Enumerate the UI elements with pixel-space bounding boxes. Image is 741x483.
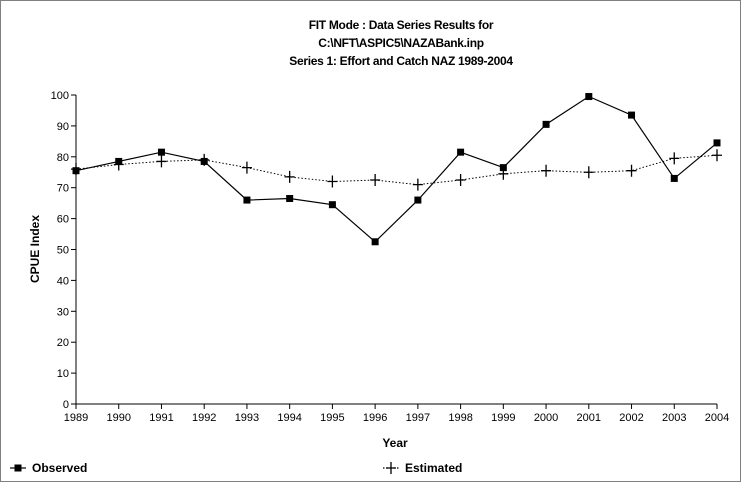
observed-point (371, 238, 379, 246)
estimated-point (455, 173, 466, 186)
estimated-point (199, 153, 210, 166)
observed-point (457, 148, 465, 156)
observed-point (414, 196, 422, 204)
observed-point (713, 139, 721, 147)
y-tick-label: 20 (57, 337, 69, 349)
estimated-point (327, 175, 338, 188)
x-tick-label: 2002 (619, 412, 643, 424)
y-axis-title: CPUE Index (28, 215, 42, 283)
x-axis-title: Year (382, 436, 408, 450)
x-tick-label: 1994 (277, 412, 301, 424)
x-tick-label: 2001 (577, 412, 601, 424)
x-tick-label: 2000 (534, 412, 558, 424)
y-tick-label: 10 (57, 368, 69, 380)
x-tick-label: 1998 (448, 412, 472, 424)
observed-point (157, 148, 165, 156)
x-tick-label: 1996 (363, 412, 387, 424)
observed-point (328, 201, 336, 209)
estimated-point (712, 149, 722, 162)
x-tick-label: 2003 (662, 412, 686, 424)
x-tick-label: 1997 (406, 412, 430, 424)
observed-point (670, 174, 678, 182)
x-tick-label: 1991 (149, 412, 173, 424)
y-tick-label: 50 (57, 245, 69, 257)
x-tick-label: 1995 (320, 412, 344, 424)
estimated-point (370, 173, 381, 186)
y-tick-label: 60 (57, 214, 69, 226)
plot-area: 0 10 20 30 40 50 60 70 80 90 100 1989 1990 1991 1992 19… (51, 90, 730, 424)
legend-observed-label: Observed (32, 461, 87, 475)
estimated-point (583, 166, 594, 179)
estimated-point (113, 158, 124, 171)
y-tick-label: 30 (57, 306, 69, 318)
legend-estimated-label: Estimated (405, 461, 462, 475)
estimated-point (412, 178, 423, 191)
estimated-series-line (75, 154, 718, 186)
estimated-point (284, 170, 295, 183)
legend-observed-marker (14, 464, 22, 472)
legend-estimated-marker (386, 462, 396, 474)
observed-point (628, 111, 636, 119)
observed-point (286, 195, 294, 203)
x-tick-label: 1999 (491, 412, 515, 424)
chart-title-line-1: FIT Mode : Data Series Results for (309, 18, 494, 32)
observed-point (585, 93, 593, 101)
observed-point (542, 120, 550, 128)
observed-point (499, 164, 507, 172)
estimated-point (626, 164, 637, 177)
estimated-point (71, 163, 81, 176)
y-tick-label: 100 (51, 90, 69, 102)
legend: Observed Estimated (10, 461, 462, 475)
x-tick-label: 2004 (705, 412, 729, 424)
y-tick-label: 80 (57, 152, 69, 164)
y-tick-label: 70 (57, 183, 69, 195)
y-tick-label: 90 (57, 121, 69, 133)
x-tick-label: 1989 (64, 412, 88, 424)
chart-title-line-2: C:\NFT\ASPIC5\NAZABank.inp (318, 36, 484, 50)
estimated-point (541, 164, 552, 177)
estimated-point (498, 167, 509, 180)
y-tick-label: 0 (63, 399, 69, 411)
chart-title-line-3: Series 1: Effort and Catch NAZ 1989-2004 (289, 54, 513, 68)
observed-point (243, 196, 251, 204)
x-tick-label: 1990 (106, 412, 130, 424)
y-tick-label: 40 (57, 275, 69, 287)
observed-series-line (75, 95, 718, 243)
estimated-point (669, 152, 680, 165)
x-tick-label: 1992 (192, 412, 216, 424)
x-tick-label: 1993 (235, 412, 259, 424)
estimated-point (241, 161, 252, 174)
estimated-point (156, 155, 167, 168)
